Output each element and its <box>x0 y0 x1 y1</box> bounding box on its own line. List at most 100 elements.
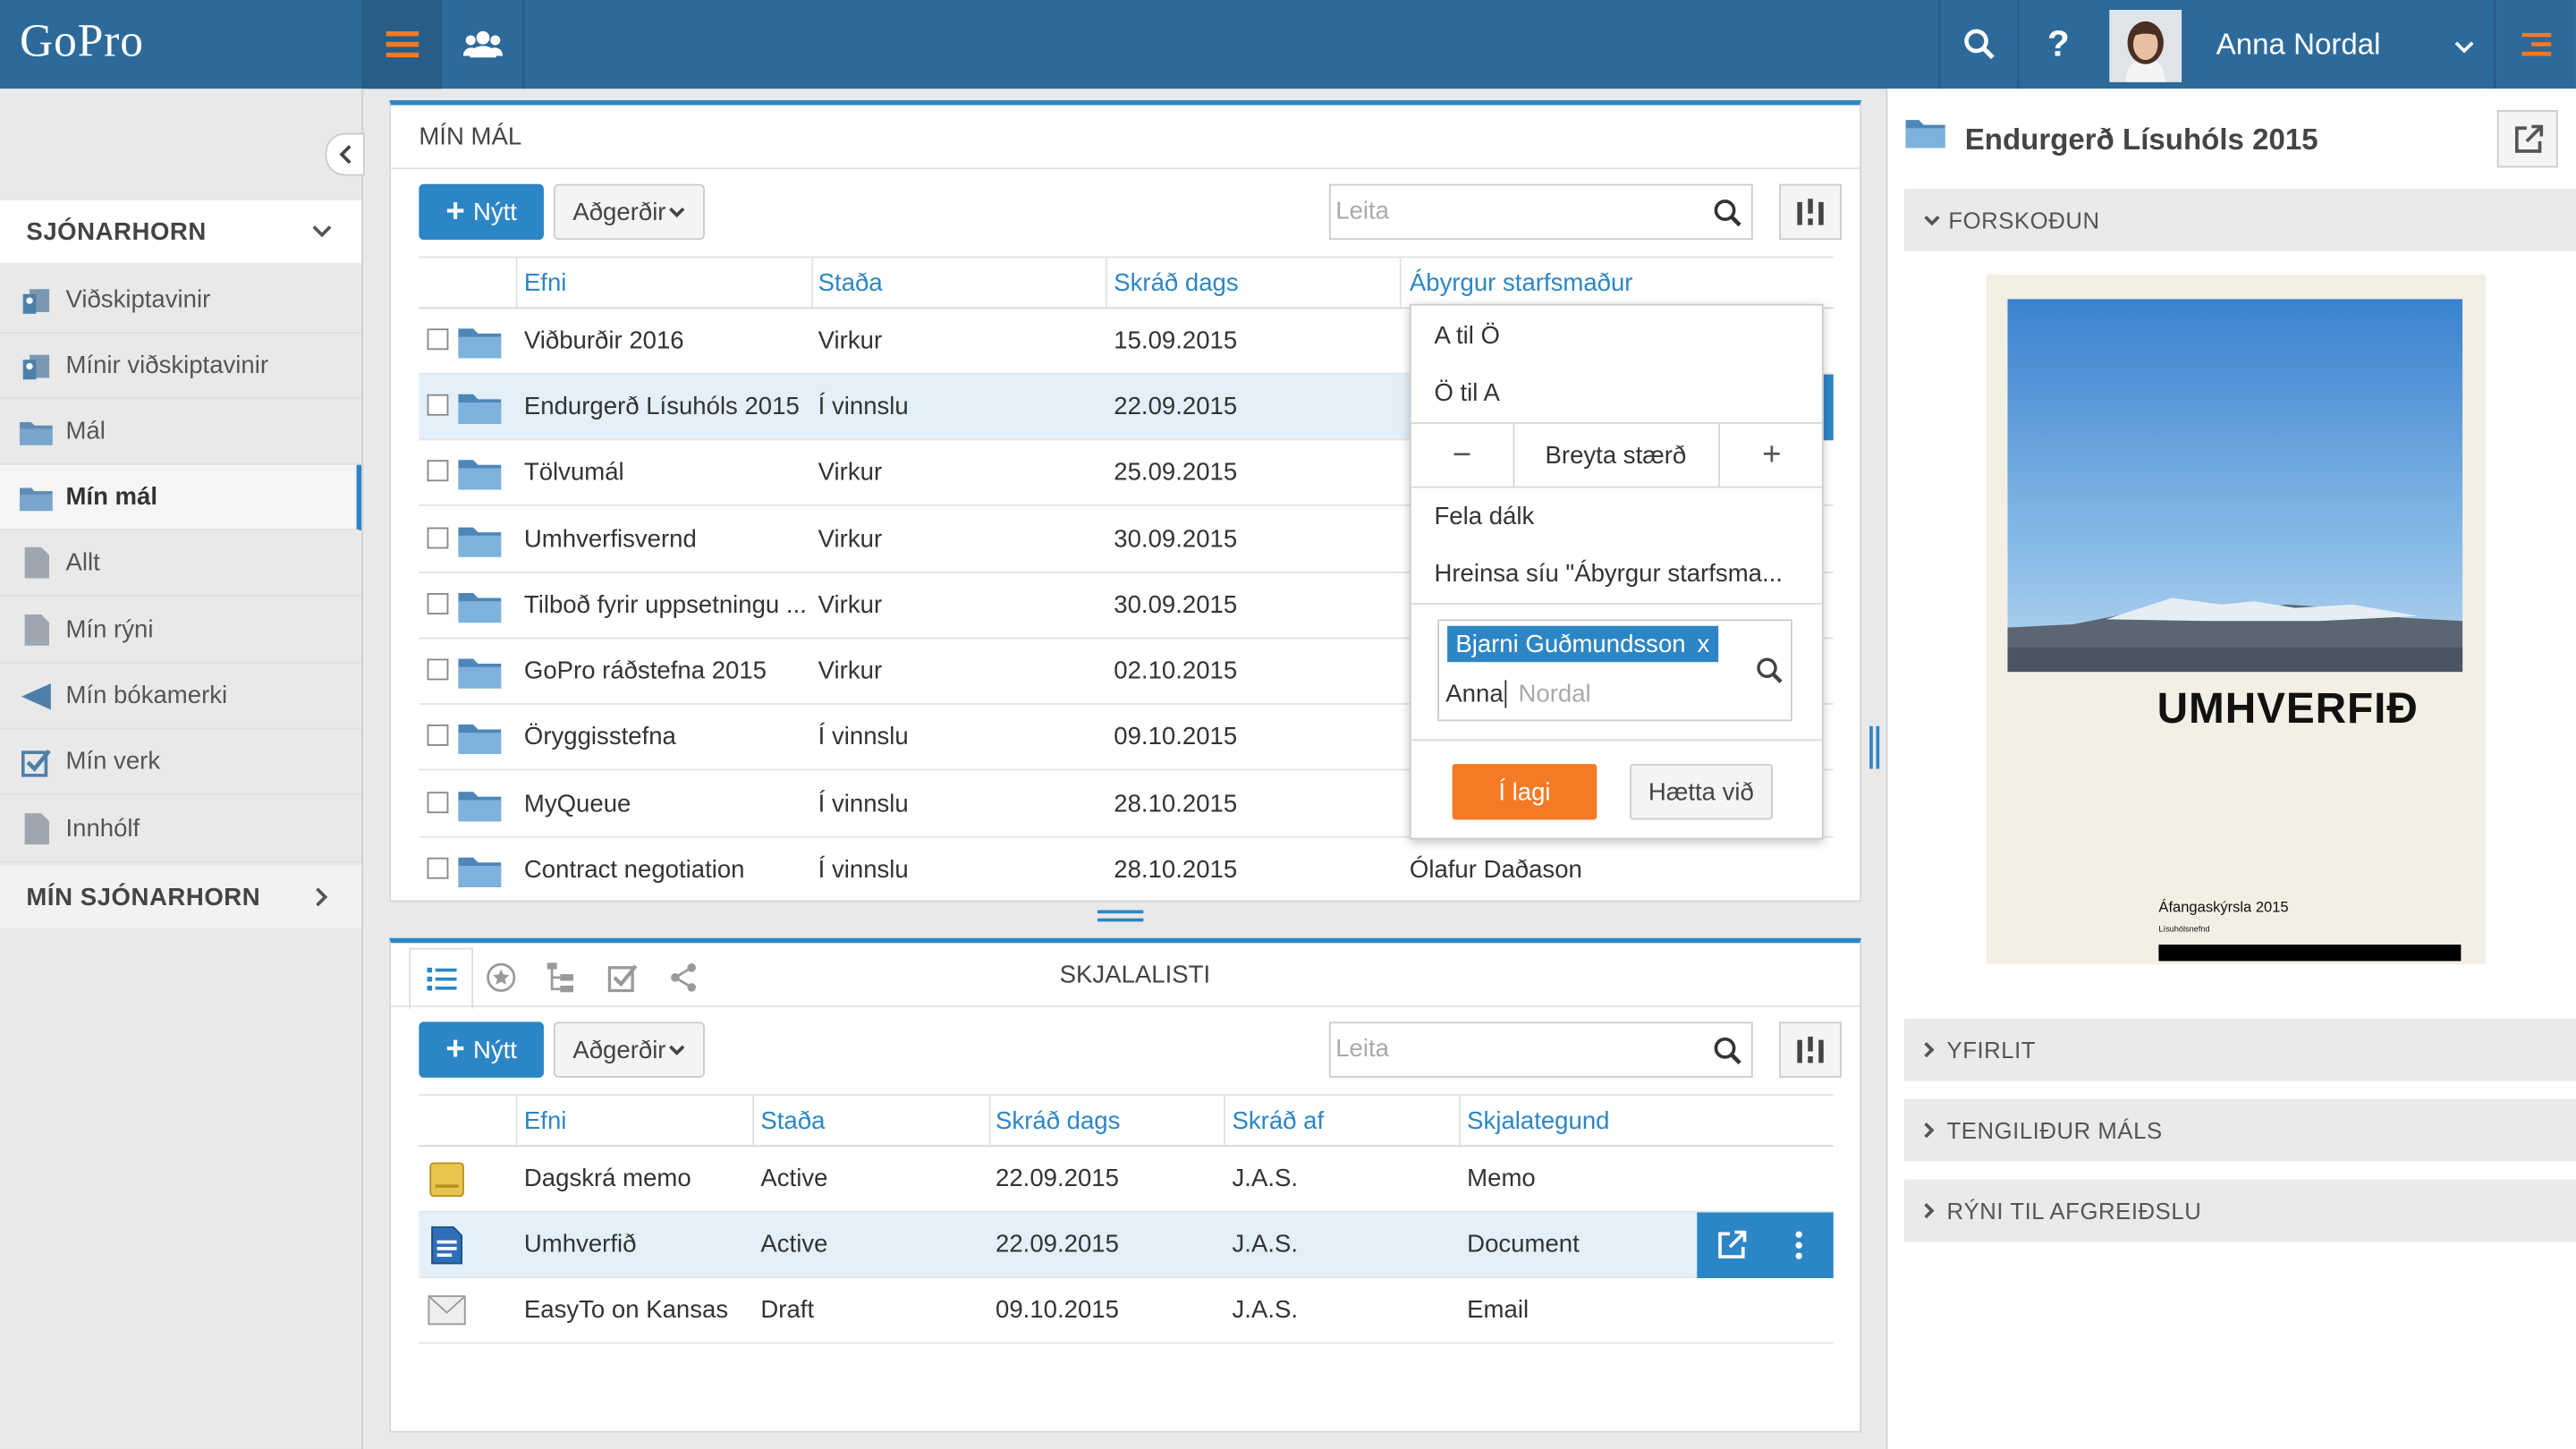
sidebar-item-my-cases[interactable]: Mín mál <box>0 464 362 531</box>
more-options-icon[interactable] <box>1794 1231 1804 1260</box>
table-row[interactable]: Tölvumál Virkur 25.09.2015 <box>419 440 1834 506</box>
column-settings-button[interactable] <box>1779 1021 1842 1078</box>
row-checkbox[interactable] <box>427 792 449 814</box>
cell-date: 28.10.2015 <box>1114 790 1238 818</box>
documents-search-input[interactable]: Leita <box>1328 1021 1753 1078</box>
table-row[interactable]: Viðburðir 2016 Virkur 15.09.2015 <box>419 309 1834 375</box>
column-header-date[interactable]: Skráð dags <box>996 1106 1121 1136</box>
tab-list[interactable] <box>409 947 473 1009</box>
accordion-case-contact[interactable]: TENGILIÐUR MÁLS <box>1903 1098 2576 1162</box>
grow-column-button[interactable]: + <box>1718 423 1824 487</box>
row-checkbox[interactable] <box>427 394 449 416</box>
column-header-status[interactable]: Staða <box>760 1106 826 1136</box>
open-external-button[interactable] <box>2496 110 2558 168</box>
column-header-status[interactable]: Staða <box>818 269 883 298</box>
new-document-button[interactable]: + Nýtt <box>419 1021 544 1078</box>
sidebar-section-perspectives[interactable]: SJÓNARHORN <box>0 200 362 263</box>
filter-tag[interactable]: Bjarni Guðmundsson x <box>1447 625 1718 663</box>
column-header-doc-type[interactable]: Skjalategund <box>1467 1106 1610 1136</box>
column-header-subject[interactable]: Efni <box>523 1106 567 1136</box>
table-row[interactable]: Umhverfisvernd Virkur 30.09.2015 <box>419 508 1834 574</box>
search-icon[interactable] <box>1714 199 1741 227</box>
cell-date: 09.10.2015 <box>1114 723 1238 751</box>
sidebar-item-customers[interactable]: Viðskiptavinir <box>0 267 362 334</box>
row-checkbox[interactable] <box>427 593 449 614</box>
table-row[interactable]: Öryggisstefna Í vinnslu 09.10.2015 <box>419 705 1834 771</box>
clear-filter-option[interactable]: Hreinsa síu "Ábyrgur starfsma... <box>1434 560 1783 589</box>
sidebar-collapse-button[interactable] <box>325 132 365 176</box>
filter-typed-text[interactable]: Anna Nordal <box>1445 680 1591 708</box>
sidebar-item-my-reviews[interactable]: Mín rýni <box>0 598 362 665</box>
preview-doc-org: Lísuhólsnefnd <box>2158 925 2210 936</box>
sidebar-item-inbox[interactable]: Innhólf <box>0 797 362 863</box>
main-menu-button[interactable] <box>361 0 443 89</box>
cell-status: Virkur <box>818 591 883 620</box>
table-row[interactable]: EasyTo on Kansas Draft 09.10.2015 J.A.S.… <box>419 1278 1834 1344</box>
tab-tasks[interactable] <box>607 962 638 998</box>
table-row[interactable]: Tilboð fyrir uppsetningu ... Virkur 30.0… <box>419 573 1834 640</box>
contacts-icon <box>18 347 54 383</box>
document-preview[interactable]: UMHVERFIÐ Áfangaskýrsla 2015 Lísuhólsnef… <box>1986 274 2486 965</box>
preview-doc-heading: UMHVERFIÐ <box>2157 683 2419 733</box>
column-header-author[interactable]: Skráð af <box>1232 1106 1325 1136</box>
ok-button[interactable]: Í lagi <box>1452 764 1597 820</box>
sidebar-item-my-tasks[interactable]: Mín verk <box>0 729 362 795</box>
search-icon[interactable] <box>1714 1037 1741 1064</box>
autocomplete-suggestion[interactable]: Nordal <box>1518 680 1591 708</box>
row-checkbox[interactable] <box>427 724 449 746</box>
tab-favorites[interactable] <box>487 962 516 998</box>
actions-dropdown[interactable]: Aðgerðir <box>553 183 705 241</box>
column-settings-button[interactable] <box>1779 183 1842 241</box>
hide-column-option[interactable]: Fela dálk <box>1434 503 1535 531</box>
row-checkbox[interactable] <box>427 857 449 879</box>
sidebar-item-my-customers[interactable]: Mínir viðskiptavinir <box>0 334 362 400</box>
cases-search-input[interactable]: Leita <box>1328 183 1753 241</box>
accordion-preview[interactable]: FORSKOÐUN <box>1903 189 2576 252</box>
new-case-button[interactable]: + Nýtt <box>419 183 544 241</box>
plus-icon: + <box>445 192 465 230</box>
sidebar-item-cases[interactable]: Mál <box>0 399 362 465</box>
row-checkbox[interactable] <box>427 527 449 549</box>
column-header-owner[interactable]: Ábyrgur starfsmaður <box>1409 269 1633 298</box>
panel-splitter-handle[interactable] <box>1097 910 1144 924</box>
search-button[interactable] <box>1938 0 2019 89</box>
tab-tree[interactable] <box>547 962 577 998</box>
table-row[interactable]: Dagskrá memo Active 22.09.2015 J.A.S. Me… <box>419 1147 1834 1213</box>
sidebar-section-my-perspectives[interactable]: MÍN SJÓNARHORN <box>0 865 362 928</box>
chevron-down-icon <box>669 207 685 217</box>
row-checkbox[interactable] <box>427 328 449 351</box>
sidebar-item-label: Mál <box>65 417 106 445</box>
tab-share[interactable] <box>669 962 699 998</box>
open-external-icon[interactable] <box>1716 1230 1747 1260</box>
sort-ascending-option[interactable]: A til Ö <box>1434 321 1500 351</box>
search-icon[interactable] <box>1756 657 1783 683</box>
sort-descending-option[interactable]: Ö til A <box>1434 379 1500 408</box>
table-row[interactable]: MyQueue Í vinnslu 28.10.2015 <box>419 772 1834 838</box>
app-logo[interactable]: GoPro <box>20 16 144 68</box>
accordion-label: YFIRLIT <box>1946 1036 2037 1063</box>
table-row[interactable]: GoPro ráðstefna 2015 Virkur 02.10.2015 <box>419 639 1834 705</box>
accordion-overview[interactable]: YFIRLIT <box>1903 1018 2576 1081</box>
vertical-splitter-handle[interactable] <box>1869 725 1880 769</box>
column-header-subject[interactable]: Efni <box>523 269 567 298</box>
table-row-selected[interactable]: Umhverfið Active 22.09.2015 J.A.S. Docum… <box>419 1212 1834 1278</box>
user-menu-chevron-icon[interactable] <box>2454 33 2474 61</box>
row-checkbox[interactable] <box>427 658 449 681</box>
row-checkbox[interactable] <box>427 460 449 482</box>
table-row[interactable]: Contract negotiation Í vinnslu 28.10.201… <box>419 838 1833 903</box>
filter-input[interactable] <box>1437 619 1792 722</box>
column-header-date[interactable]: Skráð dags <box>1114 269 1239 298</box>
cell-subject: Viðburðir 2016 <box>523 326 684 355</box>
help-button[interactable]: ? <box>2017 0 2097 89</box>
shrink-column-button[interactable]: − <box>1411 423 1515 487</box>
avatar[interactable] <box>2109 10 2182 82</box>
actions-dropdown[interactable]: Aðgerðir <box>553 1021 705 1078</box>
sidebar-item-all[interactable]: Allt <box>0 530 362 597</box>
sidebar-item-my-bookmarks[interactable]: Mín bókamerki <box>0 664 362 730</box>
right-menu-button[interactable] <box>2494 0 2576 89</box>
cancel-button[interactable]: Hætta við <box>1630 764 1773 820</box>
user-name[interactable]: Anna Nordal <box>2216 28 2381 61</box>
contacts-button[interactable] <box>442 0 524 89</box>
tag-remove-button[interactable]: x <box>1697 630 1710 658</box>
accordion-review[interactable]: RÝNI TIL AFGREIÐSLU <box>1903 1179 2576 1242</box>
